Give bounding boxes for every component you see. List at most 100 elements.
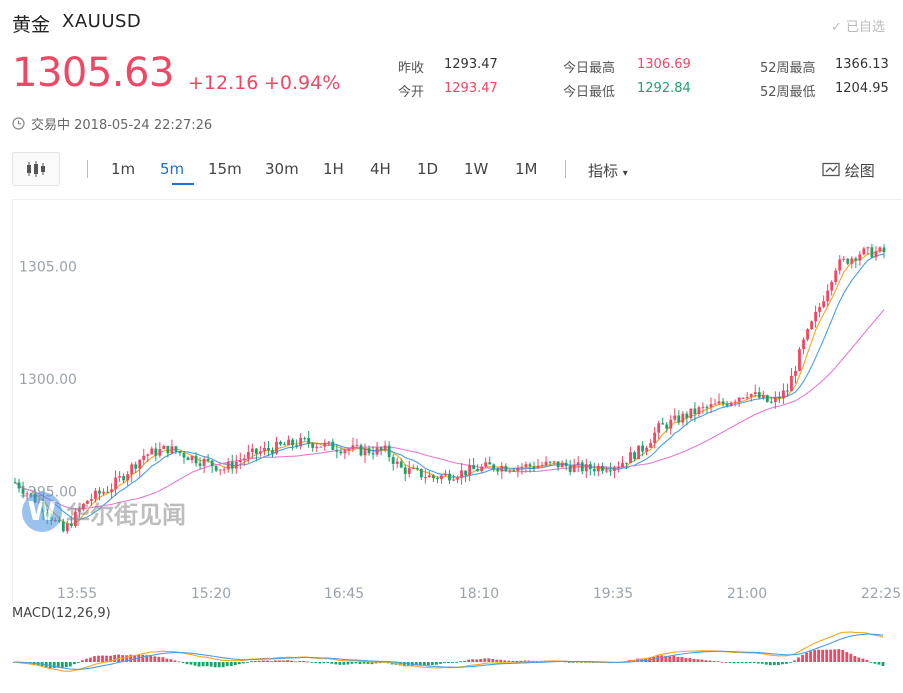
candle (154, 442, 158, 462)
candle (395, 457, 399, 469)
candle (838, 255, 842, 275)
macd-bar (426, 662, 430, 666)
candle (729, 401, 733, 407)
candle (311, 442, 315, 452)
candle (609, 462, 612, 476)
candle (339, 447, 343, 456)
candle (102, 488, 105, 496)
candle (637, 445, 640, 460)
macd-bar (877, 662, 881, 665)
macd-bar (221, 662, 225, 668)
candle (456, 475, 459, 483)
macd-bar (173, 660, 177, 662)
macd-bar (829, 649, 833, 662)
period-5m[interactable]: 5m (160, 160, 185, 178)
candle (625, 462, 628, 469)
candle (745, 392, 749, 401)
macd-bar (857, 657, 861, 662)
candle (580, 460, 584, 475)
candle (765, 394, 769, 403)
draw-button[interactable]: 绘图 (822, 160, 875, 181)
period-1d[interactable]: 1D (417, 160, 439, 178)
macd-bar (346, 662, 350, 665)
candle (540, 461, 544, 468)
candle (657, 420, 661, 440)
candle (134, 461, 138, 474)
candle (150, 446, 154, 455)
candle (81, 502, 85, 512)
indicator-label: 指标 (588, 162, 619, 180)
candle (146, 453, 150, 462)
macd-bar (97, 655, 100, 662)
macd-bar (732, 662, 736, 664)
candle (665, 421, 669, 433)
macd-bar (853, 656, 857, 662)
candle (878, 246, 882, 253)
macd-bar (781, 662, 784, 665)
candle (170, 439, 174, 455)
macd-bar (48, 662, 52, 669)
candle (673, 408, 677, 422)
macd-bar (253, 661, 257, 662)
candle (118, 471, 122, 482)
stat-value-52w-low: 1204.95 (835, 81, 889, 96)
watermark-logo: W (22, 492, 62, 532)
candle (818, 302, 822, 318)
candle (798, 347, 801, 372)
macd-bar (692, 658, 696, 662)
candle (617, 461, 620, 473)
macd-bar (342, 662, 346, 665)
period-1m[interactable]: 1m (111, 160, 136, 178)
macd-bar (93, 656, 96, 662)
candle (246, 444, 250, 463)
candle (532, 461, 536, 472)
period-4h[interactable]: 4H (370, 160, 391, 178)
candle (452, 474, 455, 482)
macd-bar (455, 662, 458, 663)
candle (576, 456, 580, 473)
macd-bar (696, 659, 700, 662)
stat-label-day-low: 今日最低 (563, 85, 616, 100)
candle (584, 458, 588, 479)
watchlist-button[interactable]: ✓ 已自选 (831, 16, 885, 35)
macd-bar (294, 661, 298, 663)
active-period-underline (172, 183, 194, 185)
macd-bar (306, 661, 310, 663)
candle (138, 459, 142, 477)
macd-bar (249, 661, 253, 662)
candle (689, 408, 693, 421)
candle (814, 305, 818, 328)
macd-bar (153, 656, 157, 662)
macd-bar (209, 662, 213, 667)
macd-bar (785, 662, 788, 664)
x-tick-label: 15:20 (191, 586, 231, 602)
macd-bar (684, 658, 688, 662)
period-15m[interactable]: 15m (208, 160, 242, 178)
macd-bar (414, 662, 418, 666)
macd-bar (302, 660, 306, 662)
period-1mo[interactable]: 1M (515, 160, 538, 178)
chart-type-button[interactable] (12, 152, 60, 186)
candle (17, 478, 21, 493)
macd-bar (740, 662, 744, 664)
period-1w[interactable]: 1W (464, 160, 489, 178)
macd-bar (475, 659, 479, 662)
candle (291, 438, 295, 451)
indicator-dropdown[interactable]: 指标 ▾ (588, 160, 628, 181)
macd-bar (764, 662, 768, 665)
period-30m[interactable]: 30m (265, 160, 299, 178)
macd-bar (56, 662, 60, 668)
macd-bar (213, 662, 217, 668)
macd-bar (237, 662, 241, 665)
period-1h[interactable]: 1H (323, 160, 344, 178)
candle (94, 488, 97, 503)
macd-bar (861, 658, 865, 662)
candle (777, 391, 781, 403)
macd-bar (52, 662, 56, 668)
candle (488, 456, 492, 465)
candle (355, 438, 359, 449)
macd-bar (825, 649, 829, 662)
macd-bar (776, 662, 780, 666)
candle (403, 464, 407, 482)
